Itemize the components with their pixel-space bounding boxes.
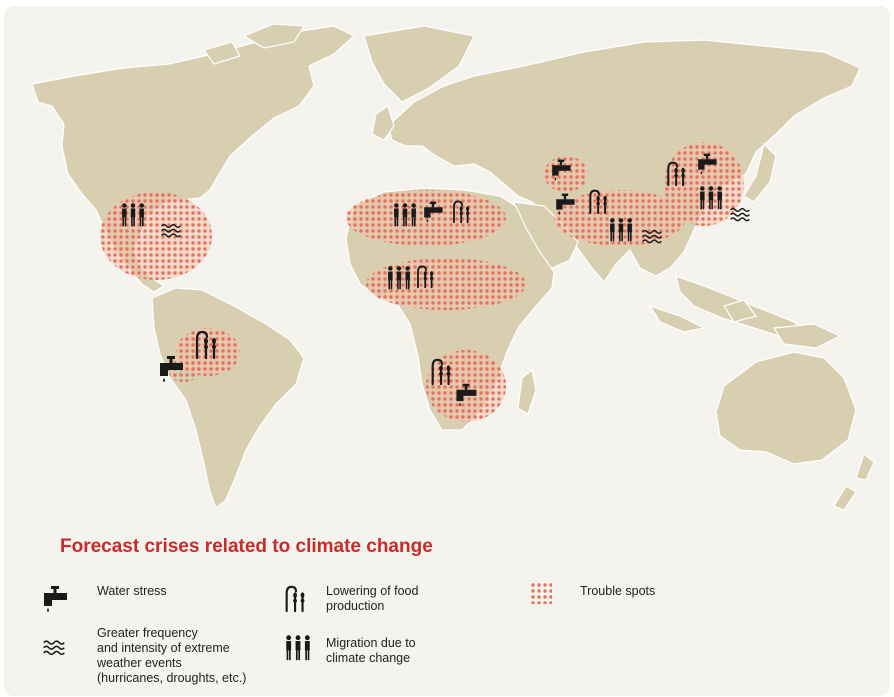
land-australia [715, 351, 857, 465]
land-madagascar [517, 368, 537, 415]
land-japan [743, 142, 777, 203]
water-tap-icon [43, 586, 67, 612]
trouble-spot-central-asia [544, 156, 588, 192]
land-indonesia [648, 299, 842, 349]
land-new-zealand [833, 452, 875, 511]
wave-lines-icon [42, 640, 66, 656]
legend-label-migration: Migration due to climate change [326, 636, 416, 665]
trouble-spot-north-africa [346, 190, 506, 246]
legend-label-food-production: Lowering of food production [326, 584, 419, 613]
map-frame: Forecast crises related to climate chang… [4, 6, 890, 696]
people-group-icon [286, 635, 310, 661]
land-south-america [151, 287, 305, 509]
land-greenland [363, 25, 475, 103]
trouble-spot-china [664, 142, 744, 226]
legend-label-extreme-weather: Greater frequency and intensity of extre… [97, 626, 247, 685]
trouble-spot-central-america [100, 192, 212, 280]
legend-label-trouble-spots: Trouble spots [580, 584, 656, 598]
legend-label-water-stress: Water stress [97, 584, 167, 598]
dotted-area-icon [530, 582, 552, 604]
land-europe-asia [387, 39, 861, 283]
land-uk [371, 105, 395, 141]
legend-title: Forecast crises related to climate chang… [60, 536, 433, 557]
land-arctic-islands [203, 23, 306, 65]
world-map [31, 23, 875, 511]
trouble-spot-sahel [366, 258, 526, 310]
wheat-stalk-icon [285, 585, 306, 613]
